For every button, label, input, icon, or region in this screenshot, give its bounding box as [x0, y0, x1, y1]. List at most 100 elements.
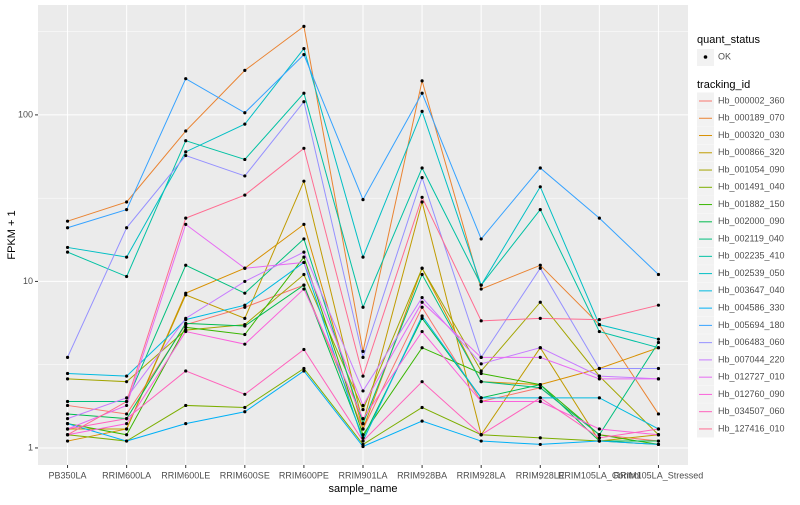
data-point [420, 176, 424, 180]
legend-label: Hb_003647_040 [718, 285, 785, 295]
data-point [420, 419, 424, 423]
data-point [420, 305, 424, 309]
data-point [65, 250, 70, 254]
data-point [597, 216, 601, 220]
data-point [656, 366, 661, 371]
data-point [361, 436, 365, 440]
legend-label: Hb_034507_060 [718, 406, 785, 416]
data-point [420, 300, 424, 304]
data-point [479, 439, 483, 443]
data-point [361, 439, 365, 443]
data-point [243, 316, 247, 320]
data-point [125, 207, 129, 212]
data-point [184, 222, 188, 227]
data-point [243, 279, 247, 284]
data-point [656, 439, 661, 443]
data-point [420, 314, 424, 318]
data-point [656, 377, 661, 381]
data-point [125, 374, 129, 378]
data-point [361, 305, 365, 309]
data-point [538, 399, 542, 404]
data-point [184, 403, 188, 408]
data-point [479, 287, 483, 291]
data-point [361, 403, 365, 408]
data-point [302, 260, 306, 265]
data-point [302, 53, 306, 57]
data-point [361, 427, 365, 431]
data-point [420, 200, 424, 204]
data-point [479, 380, 483, 384]
x-tick-label: RRIM600PE [279, 470, 329, 480]
x-tick-label: RRIM928LE [516, 470, 565, 480]
data-point [65, 403, 70, 408]
data-point [538, 166, 542, 170]
data-point [65, 245, 70, 250]
data-point [184, 150, 188, 154]
data-point [361, 355, 365, 359]
data-point [538, 266, 542, 270]
data-point [184, 369, 188, 373]
data-point [302, 179, 306, 183]
data-point [184, 153, 188, 158]
data-point [538, 316, 542, 320]
data-point [479, 319, 483, 323]
data-point [302, 100, 306, 104]
data-point [361, 197, 365, 202]
data-point [656, 427, 661, 431]
data-point [656, 337, 661, 341]
legend-label: Hb_012760_090 [718, 389, 785, 399]
data-point [420, 109, 424, 113]
data-point [184, 293, 188, 297]
data-point [597, 427, 601, 431]
legend-label: Hb_001054_090 [718, 164, 785, 174]
data-point [361, 349, 365, 354]
data-point [420, 295, 424, 300]
y-tick-label: 100 [18, 109, 33, 119]
data-point [65, 412, 70, 416]
data-point [302, 237, 306, 241]
data-point [538, 442, 542, 447]
data-point [125, 412, 129, 416]
x-tick-label: RRIM105LA_Stressed [614, 470, 704, 480]
legend-label: Hb_002000_090 [718, 216, 785, 226]
data-point [302, 255, 306, 259]
data-point [656, 346, 661, 350]
data-point [243, 193, 247, 197]
x-tick-label: RRIM928LA [457, 470, 506, 480]
x-tick-label: RRIM600SE [220, 470, 270, 480]
data-point [656, 303, 661, 307]
legend-label: OK [718, 51, 731, 61]
data-point [184, 263, 188, 267]
data-point [420, 266, 424, 270]
data-point [65, 433, 70, 437]
data-point [420, 91, 424, 95]
data-point [656, 412, 661, 416]
legend-label: Hb_000189_070 [718, 113, 785, 123]
data-point [65, 226, 70, 230]
legend-label: Hb_004586_330 [718, 302, 785, 312]
data-point [361, 422, 365, 426]
data-point [243, 266, 247, 270]
data-point [184, 321, 188, 325]
data-point [538, 263, 542, 267]
legend-label: Hb_002119_040 [718, 233, 784, 243]
data-point [65, 219, 70, 223]
data-point [420, 329, 424, 334]
data-point [656, 340, 661, 345]
data-point [302, 272, 306, 277]
data-point [65, 377, 70, 381]
data-point [302, 222, 306, 227]
legend-label: Hb_000002_360 [718, 95, 785, 105]
legend-label: Hb_002235_410 [718, 251, 785, 261]
data-point [125, 226, 129, 230]
data-point [243, 324, 247, 328]
data-point [597, 436, 601, 440]
x-tick-label: RRIM928BA [397, 470, 447, 480]
data-point [538, 355, 542, 359]
data-point [420, 195, 424, 199]
data-point [538, 207, 542, 212]
data-point [420, 166, 424, 170]
legend-label: Hb_127416_010 [718, 423, 785, 433]
data-point [125, 255, 129, 259]
